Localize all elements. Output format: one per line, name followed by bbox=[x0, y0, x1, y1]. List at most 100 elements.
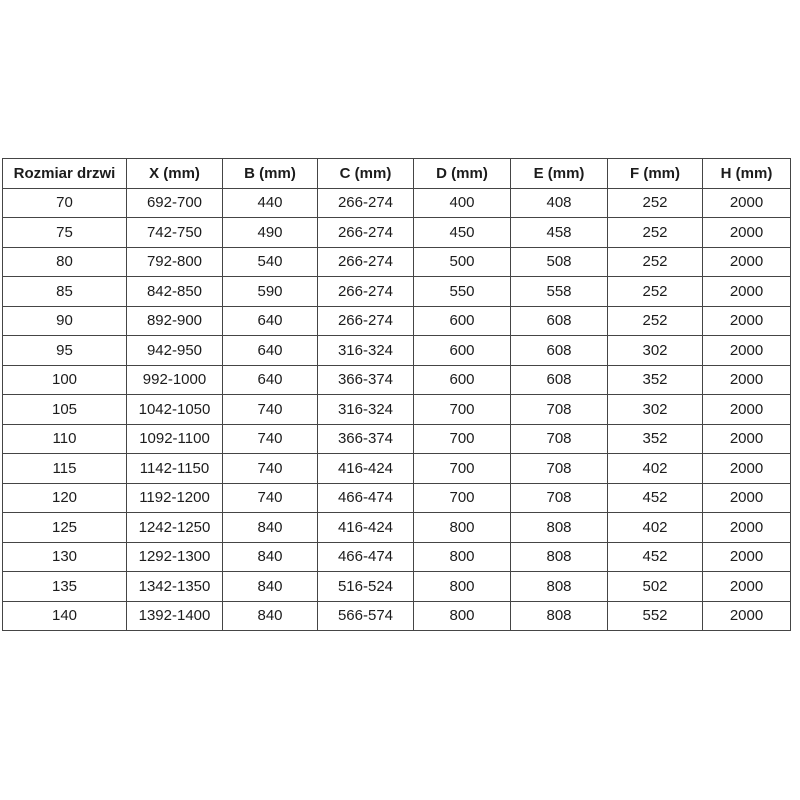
table-cell: 700 bbox=[413, 482, 511, 513]
table-cell: 800 bbox=[413, 512, 511, 543]
table-cell: 466-474 bbox=[317, 541, 414, 572]
table-cell: 700 bbox=[413, 394, 511, 425]
table-cell: 366-374 bbox=[317, 423, 414, 454]
column-header-c-mm: C (mm) bbox=[317, 158, 414, 189]
table-header-row: Rozmiar drzwi X (mm) B (mm) C (mm) D (mm… bbox=[2, 158, 791, 189]
table-cell: 608 bbox=[510, 364, 608, 395]
table-cell: 740 bbox=[222, 453, 318, 484]
table-cell: 708 bbox=[510, 482, 608, 513]
table-cell: 590 bbox=[222, 276, 318, 307]
table-cell: 800 bbox=[413, 571, 511, 602]
table-cell: 740 bbox=[222, 394, 318, 425]
table-cell: 808 bbox=[510, 571, 608, 602]
table-cell: 130 bbox=[2, 541, 127, 572]
column-header-x-mm: X (mm) bbox=[126, 158, 223, 189]
table-cell: 1392-1400 bbox=[126, 600, 223, 631]
table-cell: 840 bbox=[222, 600, 318, 631]
table-cell: 490 bbox=[222, 217, 318, 248]
table-cell: 516-524 bbox=[317, 571, 414, 602]
table-cell: 2000 bbox=[702, 571, 791, 602]
table-cell: 892-900 bbox=[126, 305, 223, 336]
table-cell: 992-1000 bbox=[126, 364, 223, 395]
table-cell: 740 bbox=[222, 482, 318, 513]
table-cell: 708 bbox=[510, 453, 608, 484]
column-header-rozmiar-drzwi: Rozmiar drzwi bbox=[2, 158, 127, 189]
table-cell: 540 bbox=[222, 246, 318, 277]
table-row: 100 992-1000 640 366-374 600 608 352 2000 bbox=[2, 364, 791, 395]
table-cell: 450 bbox=[413, 217, 511, 248]
table-cell: 302 bbox=[607, 335, 703, 366]
table-row: 105 1042-1050 740 316-324 700 708 302 2000 bbox=[2, 394, 791, 425]
table-cell: 600 bbox=[413, 364, 511, 395]
table-cell: 840 bbox=[222, 571, 318, 602]
table-cell: 2000 bbox=[702, 512, 791, 543]
table-cell: 502 bbox=[607, 571, 703, 602]
table-cell: 266-274 bbox=[317, 217, 414, 248]
door-size-spec-table: Rozmiar drzwi X (mm) B (mm) C (mm) D (mm… bbox=[2, 158, 791, 631]
table-cell: 140 bbox=[2, 600, 127, 631]
table-cell: 70 bbox=[2, 187, 127, 218]
column-header-b-mm: B (mm) bbox=[222, 158, 318, 189]
table-cell: 400 bbox=[413, 187, 511, 218]
table-cell: 252 bbox=[607, 246, 703, 277]
table-cell: 266-274 bbox=[317, 276, 414, 307]
table-cell: 466-474 bbox=[317, 482, 414, 513]
table-row: 95 942-950 640 316-324 600 608 302 2000 bbox=[2, 335, 791, 366]
table-row: 140 1392-1400 840 566-574 800 808 552 2000 bbox=[2, 600, 791, 631]
table-cell: 800 bbox=[413, 541, 511, 572]
column-header-e-mm: E (mm) bbox=[510, 158, 608, 189]
table-cell: 115 bbox=[2, 453, 127, 484]
table-cell: 1042-1050 bbox=[126, 394, 223, 425]
table-cell: 942-950 bbox=[126, 335, 223, 366]
table-cell: 2000 bbox=[702, 246, 791, 277]
table-cell: 416-424 bbox=[317, 512, 414, 543]
table-cell: 135 bbox=[2, 571, 127, 602]
table-cell: 252 bbox=[607, 217, 703, 248]
table-cell: 402 bbox=[607, 453, 703, 484]
table-cell: 2000 bbox=[702, 423, 791, 454]
table-row: 70 692-700 440 266-274 400 408 252 2000 bbox=[2, 187, 791, 218]
table-cell: 452 bbox=[607, 541, 703, 572]
table-cell: 842-850 bbox=[126, 276, 223, 307]
table-row: 130 1292-1300 840 466-474 800 808 452 2000 bbox=[2, 541, 791, 572]
table-cell: 792-800 bbox=[126, 246, 223, 277]
table-cell: 700 bbox=[413, 423, 511, 454]
table-cell: 800 bbox=[413, 600, 511, 631]
table-cell: 110 bbox=[2, 423, 127, 454]
table-cell: 692-700 bbox=[126, 187, 223, 218]
table-cell: 316-324 bbox=[317, 394, 414, 425]
table-cell: 2000 bbox=[702, 187, 791, 218]
table-row: 80 792-800 540 266-274 500 508 252 2000 bbox=[2, 246, 791, 277]
table-cell: 566-574 bbox=[317, 600, 414, 631]
table-cell: 808 bbox=[510, 541, 608, 572]
column-header-f-mm: F (mm) bbox=[607, 158, 703, 189]
table-cell: 840 bbox=[222, 541, 318, 572]
table-cell: 500 bbox=[413, 246, 511, 277]
table-cell: 266-274 bbox=[317, 305, 414, 336]
table-cell: 452 bbox=[607, 482, 703, 513]
table-cell: 2000 bbox=[702, 394, 791, 425]
table-cell: 252 bbox=[607, 187, 703, 218]
table-cell: 80 bbox=[2, 246, 127, 277]
table-cell: 640 bbox=[222, 364, 318, 395]
table-cell: 2000 bbox=[702, 600, 791, 631]
column-header-h-mm: H (mm) bbox=[702, 158, 791, 189]
table-cell: 742-750 bbox=[126, 217, 223, 248]
table-cell: 416-424 bbox=[317, 453, 414, 484]
table-cell: 1142-1150 bbox=[126, 453, 223, 484]
table-body: 70 692-700 440 266-274 400 408 252 2000 75 742-75… bbox=[2, 187, 791, 631]
table-cell: 508 bbox=[510, 246, 608, 277]
table-cell: 600 bbox=[413, 335, 511, 366]
table-cell: 552 bbox=[607, 600, 703, 631]
table-cell: 352 bbox=[607, 364, 703, 395]
table-cell: 558 bbox=[510, 276, 608, 307]
table-row: 125 1242-1250 840 416-424 800 808 402 2000 bbox=[2, 512, 791, 543]
table-row: 110 1092-1100 740 366-374 700 708 352 2000 bbox=[2, 423, 791, 454]
table-cell: 120 bbox=[2, 482, 127, 513]
table-cell: 95 bbox=[2, 335, 127, 366]
table-cell: 105 bbox=[2, 394, 127, 425]
table-cell: 408 bbox=[510, 187, 608, 218]
table-row: 75 742-750 490 266-274 450 458 252 2000 bbox=[2, 217, 791, 248]
table-cell: 1292-1300 bbox=[126, 541, 223, 572]
